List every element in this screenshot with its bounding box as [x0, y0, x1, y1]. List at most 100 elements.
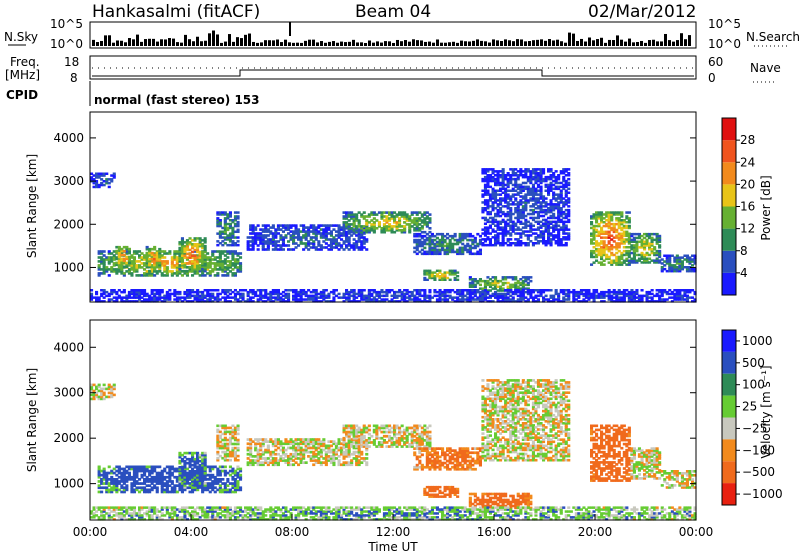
echo-cell: [375, 300, 379, 303]
echo-cell: [375, 213, 379, 216]
echo-cell: [360, 213, 364, 216]
echo-cell: [643, 232, 647, 236]
echo-cell: [461, 292, 465, 296]
echo-cell: [428, 276, 432, 280]
echo-cell: [680, 266, 684, 269]
echo-cell: [261, 246, 265, 249]
echo-cell: [632, 244, 636, 247]
echo-cell: [640, 242, 644, 245]
echo-cell: [478, 234, 482, 238]
echo-cell: [155, 480, 159, 483]
echo-cell: [143, 258, 147, 261]
echo-cell: [529, 276, 533, 279]
echo-cell: [660, 267, 664, 271]
echo-cell: [183, 292, 187, 296]
echo-cell: [501, 179, 505, 183]
echo-cell: [504, 183, 508, 187]
echo-cell: [481, 243, 485, 247]
echo-cell: [138, 264, 142, 267]
echo-cell: [559, 197, 563, 200]
echo-cell: [425, 215, 429, 218]
echo-cell: [201, 292, 205, 296]
echo-cell: [395, 221, 399, 224]
echo-cell: [155, 475, 159, 479]
echo-cell: [562, 183, 566, 187]
echo-cell: [188, 266, 192, 269]
echo-cell: [494, 197, 498, 200]
echo-cell: [597, 251, 601, 255]
echo-cell: [602, 253, 606, 257]
echo-cell: [226, 238, 230, 241]
echo-cell: [304, 244, 308, 247]
echo-cell: [228, 300, 232, 303]
echo-cell: [557, 177, 561, 181]
echo-cell: [213, 478, 217, 481]
echo-cell: [509, 207, 513, 210]
echo-cell: [186, 289, 190, 292]
echo-cell: [499, 208, 503, 212]
echo-cell: [112, 256, 116, 259]
echo-cell: [673, 289, 677, 292]
echo-cell: [276, 228, 280, 231]
echo-cell: [329, 300, 333, 303]
echo-cell: [102, 174, 106, 177]
echo-cell: [322, 224, 326, 227]
echo-cell: [206, 262, 210, 265]
echo-cell: [456, 296, 460, 299]
echo-cell: [196, 292, 200, 296]
echo-cell: [491, 195, 495, 198]
echo-cell: [322, 292, 326, 296]
echo-cell: [324, 238, 328, 241]
echo-cell: [158, 263, 162, 267]
echo-cell: [188, 465, 192, 469]
echo-cell: [680, 256, 684, 259]
echo-cell: [264, 234, 268, 237]
echo-cell: [488, 289, 492, 292]
echo-cell: [145, 478, 149, 481]
echo-cell: [403, 213, 407, 216]
echo-cell: [685, 258, 689, 261]
echo-cell: [597, 253, 601, 257]
echo-cell: [557, 187, 561, 191]
echo-cell: [213, 250, 217, 253]
echo-cell: [610, 211, 614, 214]
echo-cell: [640, 300, 644, 303]
echo-cell: [198, 260, 202, 263]
echo-cell: [211, 270, 215, 273]
echo-cell: [456, 248, 460, 252]
echo-cell: [524, 224, 528, 227]
echo-cell: [486, 207, 490, 210]
echo-cell: [347, 240, 351, 243]
echo-cell: [158, 247, 162, 251]
echo-cell: [605, 232, 609, 235]
echo-cell: [408, 298, 412, 301]
echo-cell: [405, 300, 409, 303]
echo-cell: [135, 264, 139, 267]
echo-cell: [488, 175, 492, 179]
echo-cell: [180, 250, 184, 254]
echo-cell: [228, 240, 232, 243]
echo-cell: [435, 290, 439, 294]
echo-cell: [122, 296, 126, 299]
echo-cell: [620, 300, 624, 303]
echo-cell: [491, 236, 495, 239]
echo-cell: [112, 268, 116, 271]
echo-cell: [531, 183, 535, 187]
echo-cell: [120, 264, 124, 267]
echo-cell: [441, 298, 445, 301]
noise-bar: [124, 42, 127, 46]
echo-cell: [125, 298, 129, 301]
echo-cell: [138, 290, 142, 294]
echo-cell: [471, 279, 475, 283]
echo-cell: [228, 219, 232, 222]
echo-cell: [213, 298, 217, 301]
echo-cell: [345, 240, 349, 243]
echo-cell: [494, 199, 498, 202]
echo-cell: [509, 243, 513, 247]
echo-cell: [223, 232, 227, 235]
echo-cell: [509, 195, 513, 198]
noise-bar: [404, 40, 407, 46]
echo-cell: [145, 257, 149, 261]
echo-cell: [196, 488, 200, 492]
echo-cell: [617, 300, 621, 303]
